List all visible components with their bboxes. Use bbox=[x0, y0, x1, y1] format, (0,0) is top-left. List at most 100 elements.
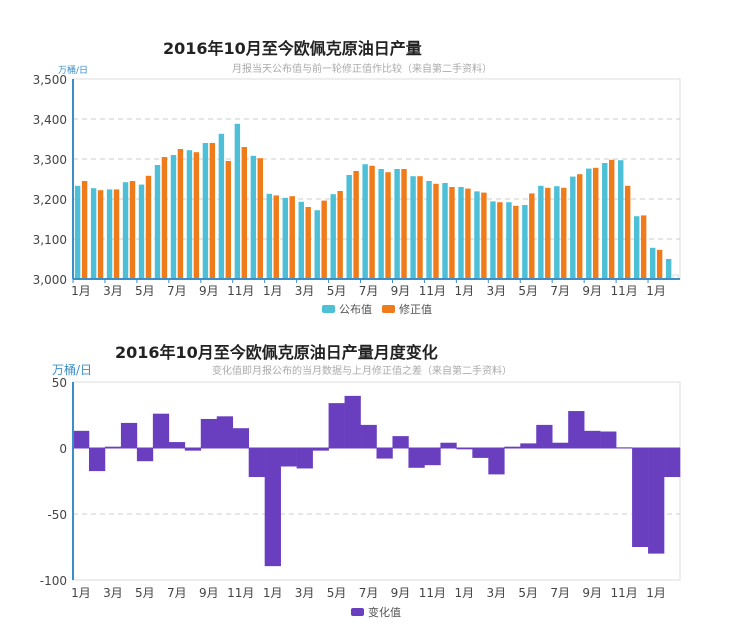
chart1-plot: 3,000 3,100 3,200 3,300 3,400 3,500 1月 3月 5月 7月 9月… bbox=[33, 73, 681, 298]
bar-revised bbox=[129, 181, 136, 279]
bar-published bbox=[250, 155, 257, 279]
x-tick-label: 5月 bbox=[518, 586, 538, 600]
bar-revised bbox=[401, 169, 407, 279]
bar-change bbox=[488, 448, 505, 475]
y-tick-label: 3,300 bbox=[33, 153, 67, 167]
bar-revised bbox=[145, 175, 152, 279]
bar-change bbox=[536, 424, 553, 448]
bar-revised bbox=[497, 202, 503, 279]
x-tick-label: 11月 bbox=[227, 586, 254, 600]
bar-published bbox=[554, 186, 560, 279]
bar-revised bbox=[624, 185, 631, 279]
bar-change bbox=[248, 448, 265, 478]
bar-change bbox=[216, 416, 234, 448]
chart1-y-unit: 万桶/日 bbox=[58, 66, 89, 76]
bar-revised bbox=[465, 188, 471, 279]
x-tick-label: 5月 bbox=[135, 284, 155, 298]
bar-revised bbox=[209, 143, 216, 279]
x-tick-label: 1月 bbox=[263, 586, 283, 600]
bar-published bbox=[665, 259, 672, 279]
x-tick-label: 1月 bbox=[71, 586, 91, 600]
bar-change bbox=[184, 448, 202, 451]
bar-published bbox=[394, 169, 400, 279]
bar-published bbox=[426, 181, 432, 279]
bar-published bbox=[586, 168, 592, 279]
x-tick-label: 11月 bbox=[419, 586, 446, 600]
legend-label-revised: 修正值 bbox=[399, 303, 432, 316]
bar-revised bbox=[385, 172, 391, 279]
bar-revised bbox=[257, 158, 263, 279]
x-tick-label: 3月 bbox=[486, 586, 506, 600]
bar-published bbox=[410, 176, 416, 279]
x-tick-label: 1月 bbox=[646, 284, 666, 298]
bar-change bbox=[73, 430, 90, 448]
bar-published bbox=[330, 194, 336, 279]
x-tick-label: 7月 bbox=[359, 284, 379, 298]
bar-change bbox=[584, 430, 601, 448]
bar-published bbox=[266, 193, 273, 279]
x-tick-label: 5月 bbox=[327, 586, 347, 600]
x-tick-label: 7月 bbox=[167, 586, 187, 600]
bar-published bbox=[490, 201, 496, 279]
y-tick-label: 3,400 bbox=[33, 113, 67, 127]
bar-change bbox=[152, 413, 170, 448]
bar-change bbox=[264, 448, 281, 567]
bar-change bbox=[312, 448, 329, 451]
bar-published bbox=[154, 165, 161, 279]
bar-revised bbox=[449, 187, 455, 279]
bar-published bbox=[170, 155, 177, 279]
chart2-subtitle: 变化值即月报公布的当月数据与上月修正值之差（来自第二手资料） bbox=[212, 366, 512, 377]
x-tick-label: 9月 bbox=[582, 586, 602, 600]
bar-revised bbox=[289, 196, 295, 279]
bar-published bbox=[442, 183, 448, 279]
x-tick-label: 7月 bbox=[167, 284, 187, 298]
bar-revised bbox=[561, 187, 567, 279]
legend-swatch-revised bbox=[382, 305, 395, 313]
legend-label-change: 变化值 bbox=[368, 606, 401, 619]
bar-published bbox=[106, 189, 113, 279]
x-tick-label: 11月 bbox=[610, 284, 637, 298]
legend-label-published: 公布值 bbox=[339, 303, 372, 316]
bar-change bbox=[632, 448, 649, 547]
chart2-legend: 变化值 bbox=[351, 604, 401, 620]
bar-revised bbox=[177, 149, 184, 279]
bar-published bbox=[458, 187, 464, 279]
y-tick-label: -100 bbox=[40, 574, 67, 588]
bar-revised bbox=[608, 159, 615, 279]
bar-revised bbox=[113, 189, 120, 279]
bar-change bbox=[440, 442, 457, 448]
chart1-subtitle: 月报当天公布值与前一轮修正值作比较（来自第二手资料） bbox=[232, 64, 492, 75]
x-tick-label: 11月 bbox=[419, 284, 446, 298]
bar-published bbox=[282, 197, 289, 279]
bar-published bbox=[138, 184, 145, 279]
bar-revised bbox=[656, 249, 663, 279]
bar-change bbox=[232, 428, 250, 448]
bar-published bbox=[298, 201, 304, 279]
x-tick-label: 11月 bbox=[227, 284, 254, 298]
bar-revised bbox=[577, 174, 583, 279]
bar-change bbox=[424, 448, 441, 466]
bar-published bbox=[506, 202, 512, 279]
bar-revised bbox=[273, 195, 279, 279]
bar-published bbox=[90, 188, 97, 279]
bar-change bbox=[120, 422, 138, 448]
bar-revised bbox=[193, 152, 200, 279]
bar-change bbox=[568, 411, 585, 448]
x-tick-label: 5月 bbox=[135, 586, 155, 600]
bar-revised bbox=[545, 187, 551, 279]
x-tick-label: 3月 bbox=[295, 284, 315, 298]
x-tick-label: 9月 bbox=[199, 586, 219, 600]
bar-change bbox=[136, 448, 154, 462]
bar-change bbox=[456, 448, 473, 450]
x-tick-label: 5月 bbox=[518, 284, 538, 298]
x-tick-label: 3月 bbox=[103, 284, 123, 298]
y-tick-label: -50 bbox=[47, 508, 67, 522]
plot-frame bbox=[72, 381, 681, 581]
bar-published bbox=[538, 185, 544, 279]
y-tick-label: 50 bbox=[52, 376, 67, 390]
bar-published bbox=[522, 205, 528, 279]
bar-change bbox=[344, 395, 361, 448]
y-tick-label: 3,500 bbox=[33, 73, 67, 87]
bar-change bbox=[328, 403, 345, 448]
